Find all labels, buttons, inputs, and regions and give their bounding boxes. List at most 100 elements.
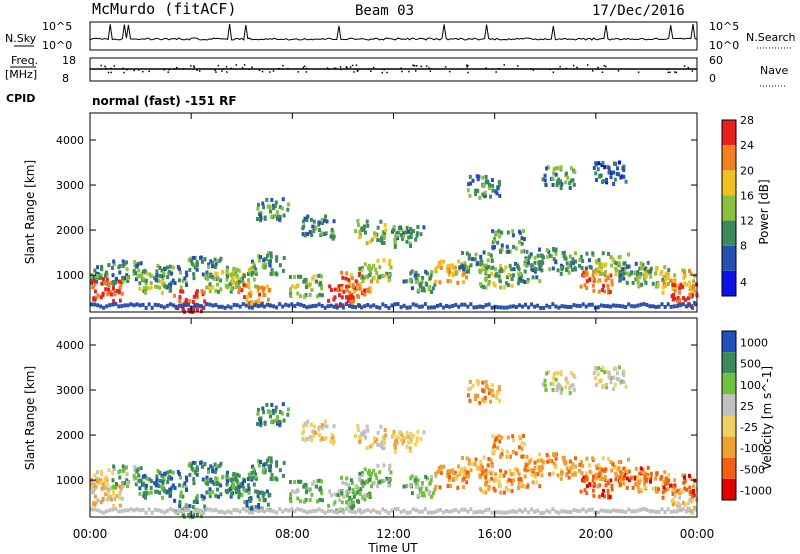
echo-cell — [278, 419, 282, 424]
echo-cell — [188, 472, 192, 477]
echo-cell — [605, 177, 609, 182]
echo-cell — [621, 371, 625, 376]
echo-cell — [416, 273, 420, 278]
nave-dot — [251, 66, 253, 69]
echo-cell — [314, 303, 318, 308]
echo-cell — [579, 255, 583, 260]
echo-cell — [400, 441, 404, 446]
echo-cell — [508, 468, 512, 473]
echo-cell — [318, 497, 322, 502]
nave-dot — [357, 69, 359, 72]
echo-cell — [449, 279, 453, 284]
echo-cell — [328, 284, 332, 289]
echo-cell — [396, 230, 400, 235]
echo-cell — [534, 267, 538, 272]
echo-cell — [269, 459, 273, 464]
colorbar-swatch — [722, 170, 736, 196]
echo-cell — [202, 510, 206, 515]
echo-cell — [575, 303, 579, 308]
echo-cell — [526, 463, 530, 468]
echo-cell — [265, 197, 269, 202]
echo-cell — [320, 422, 324, 427]
echo-cell — [568, 254, 572, 259]
echo-cell — [604, 483, 608, 488]
echo-cell — [179, 289, 183, 294]
echo-cell — [539, 458, 543, 463]
echo-cell — [317, 427, 321, 432]
echo-cell — [382, 440, 386, 445]
echo-cell — [107, 468, 111, 473]
echo-cell — [691, 289, 695, 294]
echo-cell — [448, 304, 452, 309]
echo-cell — [104, 287, 108, 292]
echo-cell — [572, 387, 576, 392]
echo-cell — [682, 275, 686, 280]
echo-cell — [111, 507, 115, 512]
echo-cell — [254, 267, 258, 272]
echo-cell — [467, 461, 471, 466]
echo-cell — [506, 283, 510, 288]
echo-cell — [351, 488, 355, 493]
echo-cell — [376, 463, 380, 468]
echo-cell — [667, 473, 671, 478]
echo-cell — [535, 267, 539, 272]
echo-cell — [499, 263, 503, 268]
echo-cell — [209, 272, 213, 277]
echo-cell — [134, 271, 138, 276]
echo-cell — [332, 424, 336, 429]
echo-cell — [505, 486, 509, 491]
echo-cell — [123, 261, 127, 266]
echo-cell — [160, 268, 164, 273]
echo-cell — [462, 271, 466, 276]
echo-cell — [621, 267, 625, 272]
echo-cell — [498, 193, 502, 198]
echo-cell — [639, 507, 643, 512]
echo-cell — [595, 472, 599, 477]
echo-cell — [422, 430, 426, 435]
cpid-value: normal (fast) -151 RF — [92, 94, 237, 108]
echo-cell — [400, 236, 404, 241]
echo-cell — [363, 224, 367, 229]
echo-cell — [296, 291, 300, 296]
echo-cell — [516, 281, 520, 286]
echo-cell — [462, 267, 466, 272]
echo-cell — [491, 393, 495, 398]
echo-cell — [607, 290, 611, 295]
echo-cell — [630, 304, 634, 309]
echo-cell — [542, 305, 546, 310]
echo-cell — [208, 302, 212, 307]
echo-cell — [165, 470, 169, 475]
echo-cell — [490, 305, 494, 310]
echo-cell — [100, 470, 104, 475]
echo-cell — [686, 296, 690, 301]
echo-cell — [435, 303, 439, 308]
echo-cell — [211, 285, 215, 290]
echo-cell — [475, 262, 479, 267]
echo-cell — [498, 234, 502, 239]
echo-cell — [123, 275, 127, 280]
freq-panel: Freq. [MHz] 18 8 60 0 Nave — [5, 54, 788, 87]
echo-cell — [522, 442, 526, 447]
nave-dot — [532, 69, 535, 71]
echo-cell — [159, 304, 163, 309]
echo-cell — [319, 280, 323, 285]
echo-cell — [489, 194, 493, 199]
echo-cell — [327, 503, 331, 508]
echo-cell — [540, 464, 544, 469]
echo-cell — [311, 276, 315, 281]
echo-cell — [614, 272, 618, 277]
nave-dot — [225, 65, 228, 68]
echo-cell — [163, 284, 167, 289]
echo-cell — [260, 490, 264, 495]
echo-cell — [376, 430, 380, 435]
echo-cell — [528, 254, 532, 259]
echo-cell — [571, 261, 575, 266]
echo-cell — [514, 305, 518, 310]
echo-cell — [487, 456, 491, 461]
echo-cell — [372, 508, 376, 513]
nave-dot — [269, 71, 271, 73]
echo-cell — [566, 380, 570, 385]
echo-cell — [622, 276, 626, 281]
echo-cell — [272, 304, 276, 309]
echo-cell — [428, 490, 432, 495]
